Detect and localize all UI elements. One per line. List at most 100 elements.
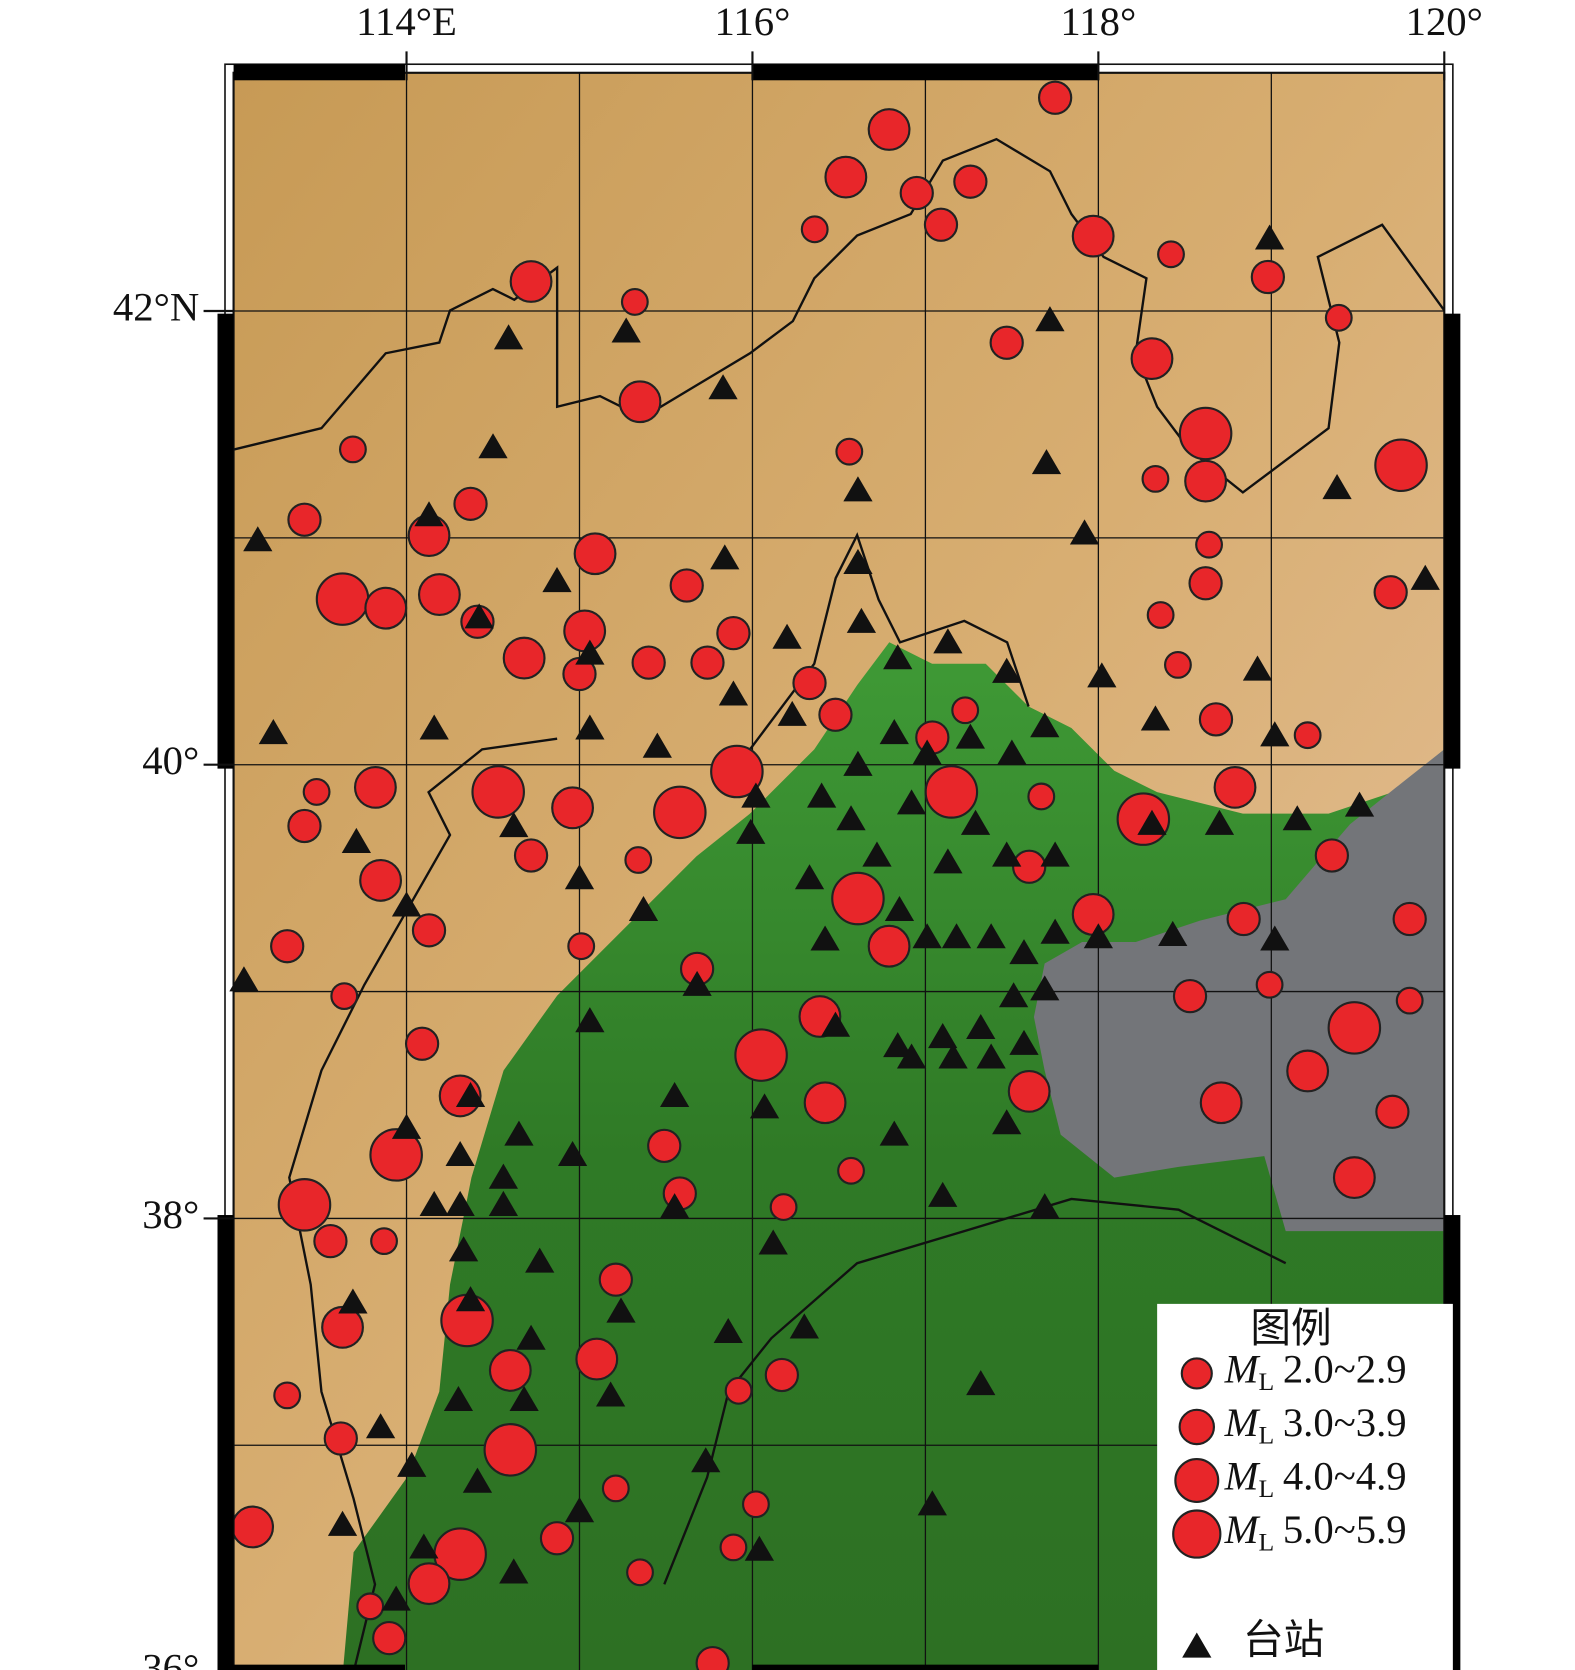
station — [710, 544, 740, 570]
station — [493, 324, 524, 350]
earthquake — [323, 1421, 358, 1456]
earthquake — [653, 785, 707, 840]
station — [976, 1043, 1006, 1069]
x-tick-label: 114°E — [356, 0, 457, 44]
station — [419, 1190, 449, 1216]
earthquake — [764, 1357, 799, 1393]
earthquake — [338, 435, 367, 464]
earthquake — [1188, 566, 1223, 601]
station — [338, 1288, 368, 1314]
station — [381, 1585, 411, 1611]
station — [258, 719, 288, 745]
station — [917, 1490, 947, 1516]
station — [691, 1447, 721, 1473]
earthquake — [1007, 1069, 1051, 1113]
legend-symbol — [1172, 1509, 1222, 1559]
earthquake — [372, 1620, 407, 1656]
station — [933, 848, 963, 874]
x-tick-label: 116° — [715, 0, 791, 44]
legend-symbol — [1182, 1632, 1212, 1658]
station — [1083, 923, 1113, 949]
earthquake — [1199, 1081, 1243, 1125]
station — [976, 923, 1006, 949]
station — [736, 818, 766, 844]
station — [642, 732, 672, 758]
station — [243, 526, 273, 552]
earthquake — [575, 1337, 619, 1381]
station — [327, 1510, 358, 1536]
station — [391, 891, 422, 917]
station — [628, 895, 659, 922]
station — [409, 1533, 439, 1559]
station — [1040, 841, 1070, 867]
station — [557, 1140, 588, 1167]
magnitude-range: 4.0~4.9 — [1283, 1454, 1407, 1499]
station — [448, 1236, 479, 1262]
earthquake — [924, 765, 979, 819]
station — [1069, 519, 1100, 545]
earthquake — [513, 838, 549, 873]
earthquake — [1395, 986, 1424, 1015]
earthquake — [1116, 792, 1171, 846]
earthquake — [1071, 893, 1115, 936]
station — [896, 789, 927, 815]
legend-symbol — [1178, 1408, 1215, 1446]
earthquake — [231, 1505, 275, 1549]
earthquake — [695, 1645, 730, 1670]
y-tick-label: 38° — [142, 1192, 199, 1237]
station — [1040, 918, 1070, 944]
station — [488, 1190, 519, 1216]
station — [1140, 705, 1171, 731]
station — [960, 809, 991, 835]
station — [525, 1247, 555, 1273]
station — [758, 1229, 788, 1255]
earthquake — [624, 846, 653, 874]
magnitude-subscript: L — [1259, 1474, 1275, 1503]
station — [879, 1120, 909, 1146]
magnitude-symbol: M — [1224, 1507, 1261, 1552]
magnitude-range: 2.0~2.9 — [1283, 1347, 1407, 1392]
station — [478, 433, 508, 459]
earthquake — [626, 1558, 654, 1587]
station — [744, 1535, 774, 1561]
magnitude-symbol: M — [1224, 1454, 1261, 1499]
station — [879, 719, 909, 745]
station — [836, 805, 866, 831]
earthquake — [404, 1026, 440, 1061]
station — [1344, 791, 1375, 817]
station — [708, 374, 738, 400]
station — [504, 1120, 534, 1146]
earthquake — [563, 609, 607, 653]
station — [575, 639, 605, 665]
earthquake — [539, 1521, 575, 1556]
station — [464, 603, 494, 629]
station — [1158, 920, 1188, 946]
earthquake — [1178, 406, 1233, 461]
earthquake — [313, 1223, 348, 1259]
earthquake — [1164, 650, 1192, 679]
legend: 图例 ML 2.0~2.9ML 3.0~3.9ML 4.0~4.9ML 5.0~5.9台… — [1157, 1303, 1453, 1670]
station — [229, 966, 259, 992]
station — [789, 1313, 819, 1339]
legend-symbol — [1180, 1357, 1213, 1390]
earthquake — [270, 929, 305, 964]
earthquake — [483, 1423, 538, 1477]
earthquake — [1327, 1001, 1382, 1055]
station — [884, 895, 915, 922]
station — [966, 1013, 996, 1039]
earthquake — [1226, 901, 1261, 937]
earthquake — [989, 325, 1024, 360]
station — [810, 925, 840, 951]
outer-frame — [224, 63, 1454, 1670]
earthquake — [631, 645, 666, 680]
earthquake — [1314, 838, 1350, 873]
earthquake — [573, 532, 617, 576]
station — [1322, 474, 1352, 500]
earthquake — [1286, 1049, 1330, 1093]
station — [912, 739, 942, 765]
earthquake — [899, 175, 934, 211]
earthquake — [567, 932, 596, 961]
y-tick-label: 42°N — [113, 284, 199, 329]
station — [455, 1286, 486, 1312]
station — [455, 1082, 486, 1108]
